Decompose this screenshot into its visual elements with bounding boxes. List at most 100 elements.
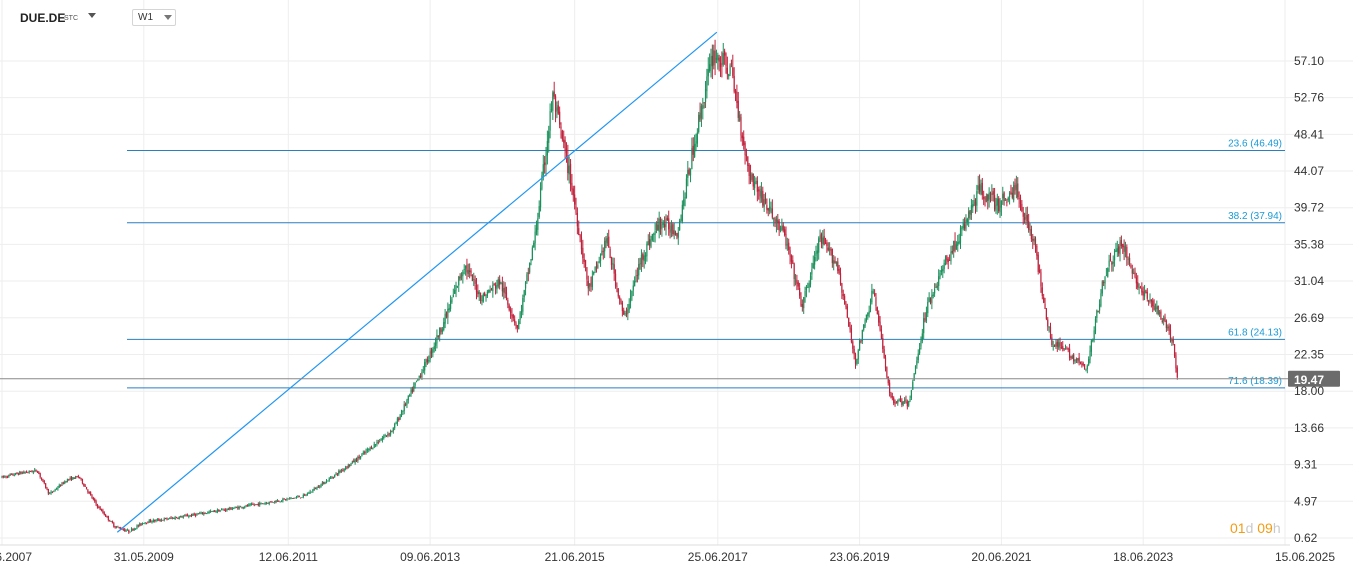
candle-body — [1146, 291, 1148, 299]
candle-body — [980, 185, 982, 194]
candle-body — [1, 476, 3, 478]
candle-body — [1037, 254, 1039, 272]
candle-body — [246, 505, 249, 507]
candle-body — [150, 519, 152, 522]
candle-body — [1008, 192, 1011, 198]
candle-body — [957, 242, 959, 247]
candle-body — [796, 279, 798, 284]
candle-body — [130, 528, 133, 532]
chevron-down-icon[interactable] — [88, 13, 96, 18]
candle-body — [747, 156, 749, 166]
candle-body — [672, 224, 674, 235]
candle-body — [1017, 183, 1019, 198]
candle-body — [306, 493, 309, 495]
candle-body — [15, 472, 17, 475]
candle-body — [545, 154, 547, 166]
candle-body — [654, 231, 656, 235]
candle-body — [43, 480, 45, 484]
x-axis[interactable]: 03.06.2007 31.05.2009 12.06.2011 09.06.2013… — [0, 550, 1335, 564]
candle-body — [1105, 275, 1107, 277]
candle-body — [280, 500, 283, 502]
candle-body — [1059, 342, 1061, 347]
candle-body — [1103, 282, 1105, 284]
candle-body — [185, 515, 187, 517]
candle-body — [383, 436, 385, 439]
candle-body — [314, 488, 317, 490]
candle-body — [1048, 327, 1050, 328]
candle-body — [55, 488, 58, 490]
candle-body — [733, 75, 735, 92]
candle-body — [357, 456, 359, 462]
candle-body — [725, 53, 727, 66]
candle-body — [1077, 358, 1079, 361]
candle-body — [355, 459, 358, 462]
candle-body — [1019, 197, 1022, 204]
candle-body — [293, 497, 295, 499]
candle-body — [938, 276, 940, 287]
candle-body — [1067, 348, 1069, 350]
candle-body — [644, 255, 647, 257]
candle-body — [993, 195, 996, 210]
timeframe-select[interactable]: W1 — [132, 9, 176, 26]
candle-body — [589, 283, 591, 287]
candle-body — [274, 500, 276, 503]
y-tick-label: 13.66 — [1294, 421, 1324, 435]
trendline[interactable] — [116, 31, 718, 533]
candle-body — [290, 497, 292, 499]
candle-body — [1124, 246, 1127, 252]
candle-body — [1113, 250, 1116, 261]
candle-body — [241, 506, 243, 508]
x-tick-label: 12.06.2011 — [259, 550, 318, 564]
x-tick-label: 09.06.2013 — [400, 550, 460, 564]
candle-body — [852, 341, 854, 349]
candle-body — [1172, 339, 1174, 343]
x-tick-label: 25.06.2017 — [688, 550, 748, 564]
candle-body — [109, 520, 111, 522]
candle-body — [132, 529, 134, 531]
candle-body — [698, 114, 700, 133]
candle-body — [790, 255, 793, 262]
candle-body — [598, 261, 600, 263]
candle-body — [214, 510, 216, 512]
candle-body — [1119, 241, 1121, 255]
y-axis[interactable]: 0.62 4.97 9.31 13.66 18.00 22.35 26.69 31.04 35.… — [1294, 54, 1324, 545]
candle-body — [814, 257, 816, 265]
candle-body — [857, 350, 859, 360]
candle-body — [1157, 305, 1159, 315]
candle-body — [346, 467, 348, 469]
candle-body — [561, 130, 563, 140]
candle-body — [805, 287, 808, 291]
fibonacci-levels[interactable]: 23.6 (46.49) 38.2 (37.94) 61.8 (24.13) 71.6… — [127, 139, 1285, 389]
candle-body — [6, 476, 9, 478]
candle-body — [32, 470, 34, 473]
candle-body — [963, 224, 966, 229]
candle-body — [617, 288, 619, 297]
candle-body — [1015, 184, 1018, 190]
candle-body — [797, 282, 799, 287]
symbol-label[interactable]: DUE.DE — [20, 11, 66, 25]
candle-body — [1007, 197, 1009, 201]
candle-body — [4, 476, 6, 478]
candle-body — [428, 360, 430, 362]
x-tick-label: 20.06.2021 — [971, 550, 1031, 564]
candle-body — [309, 491, 311, 494]
candle-body — [516, 325, 518, 328]
candle-body — [379, 441, 381, 443]
candle-body — [509, 309, 512, 314]
candle-body — [833, 260, 835, 264]
candle-body — [385, 435, 388, 437]
candle-body — [882, 337, 884, 350]
chevron-down-icon[interactable] — [164, 15, 172, 20]
candle-body — [197, 513, 199, 515]
candle-body — [17, 473, 19, 475]
candle-body — [173, 517, 175, 519]
candle-body — [21, 472, 24, 474]
candle-body — [580, 237, 583, 250]
candle-body — [148, 520, 150, 523]
candle-body — [1064, 348, 1067, 350]
candle-body — [289, 498, 291, 500]
candle-body — [358, 456, 360, 458]
candle-body — [759, 190, 761, 197]
candle-body — [955, 244, 958, 250]
